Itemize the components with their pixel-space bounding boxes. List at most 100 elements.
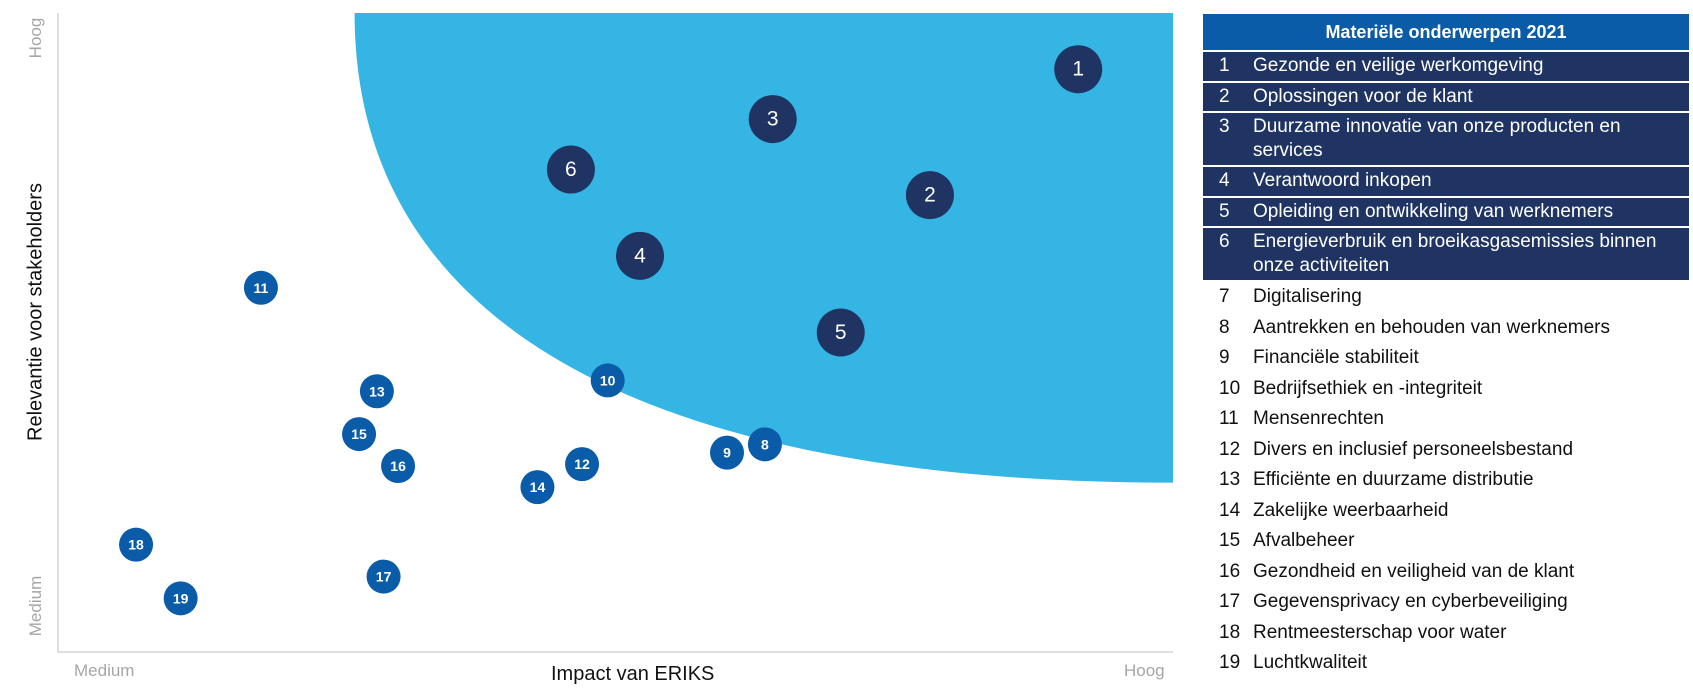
point-label-1: 1 (1072, 58, 1084, 81)
legend-item-number: 10 (1219, 377, 1241, 399)
legend-item-label: Divers en inclusief personeelsbestand (1253, 438, 1574, 460)
legend-item-number: 6 (1219, 231, 1230, 252)
point-12: 12 (565, 447, 600, 482)
legend-item-label: Rentmeesterschap voor water (1253, 621, 1507, 643)
legend-item-number: 4 (1219, 170, 1230, 191)
legend-item-number: 16 (1219, 560, 1241, 582)
legend-item-6: 6 Energieverbruik en broeikasgasemissies … (1203, 228, 1689, 282)
point-marker-19 (163, 581, 198, 616)
legend-item-10: 10 Bedrijfsethiek en -integriteit (1203, 374, 1689, 405)
point-3: 3 (748, 95, 797, 144)
legend-item-label: Opleiding en ontwikkeling van werknemers (1253, 200, 1614, 222)
legend-item-13: 13 Efficiënte en duurzame distributie (1203, 465, 1689, 496)
point-marker-15 (342, 417, 377, 452)
legend-item-18: 18 Rentmeesterschap voor water (1203, 618, 1689, 649)
legend-item-number: 9 (1219, 347, 1230, 368)
point-marker-12 (565, 447, 600, 482)
point-label-11: 11 (254, 280, 269, 296)
material-topics-region (354, 13, 1174, 483)
point-18: 18 (119, 527, 154, 562)
legend-item-label: Oplossingen voor de klant (1253, 85, 1473, 107)
legend-item-3: 3 Duurzame innovatie van onze producten e… (1203, 113, 1689, 167)
legend-item-label: Duurzame innovatie van onze producten en… (1253, 116, 1621, 161)
legend-item-15: 15 Afvalbeheer (1203, 526, 1689, 557)
legend-item-number: 1 (1219, 55, 1230, 76)
legend-item-17: 17 Gegevensprivacy en cyberbeveiliging (1203, 587, 1689, 618)
point-label-15: 15 (351, 426, 367, 442)
point-marker-2 (905, 171, 954, 220)
legend-item-16: 16 Gezondheid en veiligheid van de klant (1203, 557, 1689, 588)
y-axis-title: Relevantie voor stakeholders (24, 183, 47, 441)
legend-item-number: 3 (1219, 116, 1230, 137)
point-label-3: 3 (767, 108, 779, 131)
legend-item-5: 5 Opleiding en ontwikkeling van werknemer… (1203, 197, 1689, 228)
x-axis-medium-label: Medium (74, 661, 135, 680)
point-11: 11 (243, 270, 278, 305)
y-axis-high-label: Hoog (26, 17, 45, 59)
point-marker-6 (546, 145, 595, 194)
legend-list: 1 Gezonde en veilige werkomgeving 2 Oplossi… (1203, 52, 1689, 679)
point-15: 15 (342, 417, 377, 452)
legend-item-number: 18 (1219, 621, 1241, 643)
legend-item-label: Energieverbruik en broeikasgasemissies b… (1253, 231, 1657, 276)
point-6: 6 (546, 145, 595, 194)
point-marker-5 (816, 308, 865, 357)
point-label-16: 16 (390, 458, 406, 474)
point-marker-3 (748, 95, 797, 144)
legend-item-number: 13 (1219, 469, 1241, 490)
legend-item-label: Financiële stabiliteit (1253, 347, 1419, 368)
point-label-13: 13 (369, 383, 385, 399)
legend-item-label: Luchtkwaliteit (1253, 652, 1368, 673)
legend-item-label: Zakelijke weerbaarheid (1253, 499, 1449, 521)
point-marker-11 (243, 270, 278, 305)
point-marker-17 (366, 559, 401, 594)
point-marker-13 (359, 374, 394, 409)
point-14: 14 (520, 470, 555, 505)
point-marker-4 (616, 231, 665, 280)
legend-item-label: Efficiënte en duurzame distributie (1253, 469, 1534, 490)
legend-item-number: 15 (1219, 530, 1241, 551)
legend-item-label: Aantrekken en behouden van werknemers (1253, 316, 1611, 338)
point-marker-18 (119, 527, 154, 562)
point-label-9: 9 (723, 445, 731, 461)
legend-item-12: 12 Divers en inclusief personeelsbestand (1203, 435, 1689, 466)
point-label-18: 18 (128, 537, 144, 553)
legend-item-11: 11 Mensenrechten (1203, 404, 1689, 435)
point-5: 5 (816, 308, 865, 357)
point-1: 1 (1054, 45, 1103, 94)
legend-item-number: 11 (1219, 408, 1239, 429)
point-label-6: 6 (565, 158, 577, 181)
point-label-12: 12 (574, 456, 590, 472)
legend-item-label: Mensenrechten (1253, 408, 1384, 429)
point-label-10: 10 (600, 372, 616, 388)
legend-item-2: 2 Oplossingen voor de klant (1203, 82, 1689, 113)
legend-item-number: 2 (1219, 85, 1230, 107)
legend-item-number: 14 (1219, 499, 1241, 521)
point-9: 9 (710, 435, 744, 470)
legend-item-number: 17 (1219, 591, 1241, 612)
legend-item-label: Gezonde en veilige werkomgeving (1253, 55, 1544, 76)
legend-item-9: 9 Financiële stabiliteit (1203, 343, 1689, 374)
point-label-5: 5 (835, 321, 847, 344)
legend-item-14: 14 Zakelijke weerbaarheid (1203, 496, 1689, 527)
legend: Materiële onderwerpen 2021 1 Gezonde en v… (1203, 14, 1689, 679)
legend-title: Materiële onderwerpen 2021 (1203, 14, 1689, 52)
legend-item-number: 8 (1219, 316, 1230, 338)
legend-item-1: 1 Gezonde en veilige werkomgeving (1203, 52, 1689, 83)
point-2: 2 (905, 171, 954, 220)
point-label-14: 14 (530, 479, 546, 495)
point-marker-14 (520, 470, 555, 505)
legend-item-number: 19 (1219, 652, 1241, 673)
legend-item-number: 7 (1219, 286, 1230, 307)
point-label-8: 8 (761, 436, 769, 452)
point-13: 13 (359, 374, 394, 409)
point-19: 19 (163, 581, 198, 616)
point-marker-10 (590, 363, 625, 398)
point-label-4: 4 (634, 244, 646, 267)
legend-item-label: Verantwoord inkopen (1253, 170, 1432, 191)
point-marker-16 (381, 449, 416, 484)
point-label-2: 2 (924, 184, 936, 207)
point-marker-1 (1054, 45, 1103, 94)
